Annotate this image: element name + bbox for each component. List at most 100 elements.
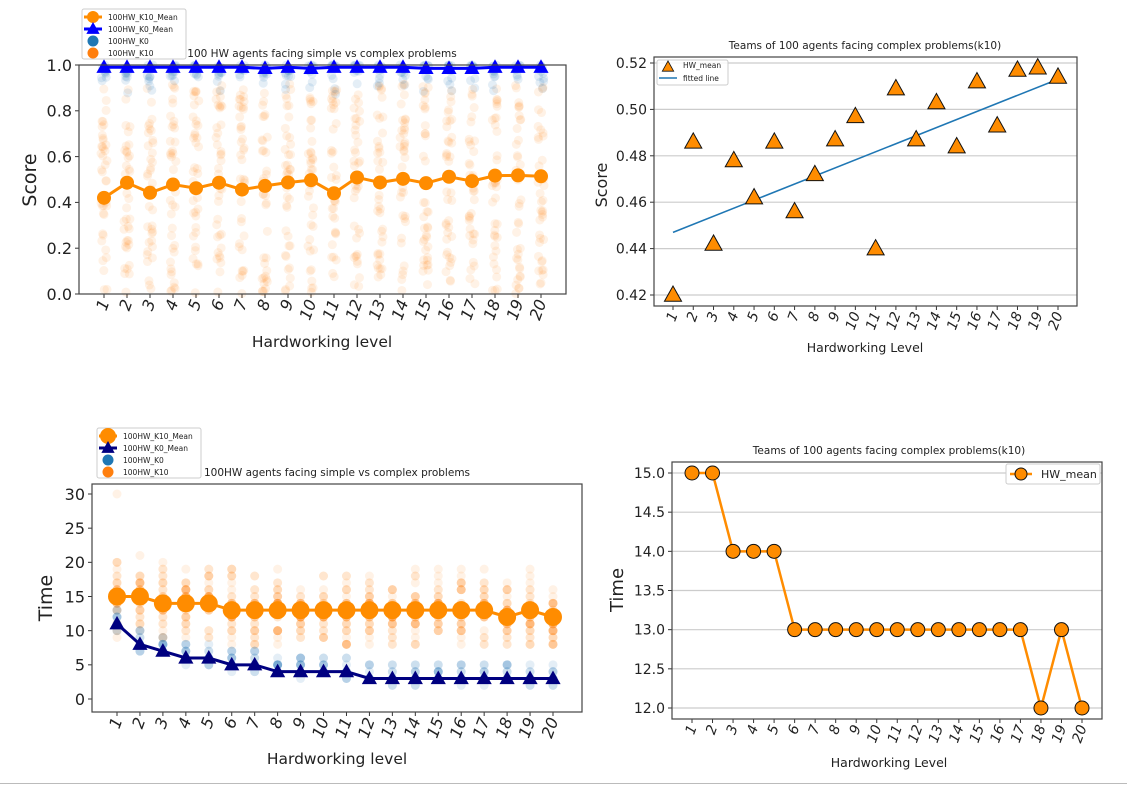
scatter-point-100HW_K10 bbox=[191, 242, 201, 252]
scatter-point-100HW_K10 bbox=[145, 124, 155, 134]
scatter-point-100HW_K10 bbox=[423, 265, 433, 275]
scatter-point-100HW_K0 bbox=[364, 660, 374, 670]
marker-100HW_K10_Mean bbox=[281, 175, 295, 190]
scatter-point-100HW_K10 bbox=[489, 259, 499, 269]
scatter-point-100HW_K10 bbox=[548, 633, 558, 642]
scatter-point-100HW_K10 bbox=[548, 633, 558, 642]
scatter-point-100HW_K10 bbox=[296, 633, 306, 642]
scatter-point-100HW_K10 bbox=[525, 619, 535, 629]
chart-panel-1: 0.00.20.40.60.81.01 2 3 4 5 6 7 8 91011121314151… bbox=[19, 8, 567, 351]
scatter-point-100HW_K10 bbox=[444, 105, 454, 115]
marker-HW_mean bbox=[663, 284, 683, 302]
scatter-point-100HW_K10 bbox=[181, 585, 191, 595]
scatter-point-100HW_K10 bbox=[319, 619, 329, 629]
scatter-point-100HW_K10 bbox=[260, 271, 270, 281]
scatter-point-100HW_K0 bbox=[281, 84, 291, 94]
scatter-point-100HW_K10 bbox=[512, 227, 522, 237]
scatter-point-100HW_K10 bbox=[419, 197, 429, 207]
marker-100HW_K10_Mean bbox=[130, 587, 149, 606]
x-tick-label: 1 bbox=[92, 297, 113, 313]
marker-HW_mean bbox=[1053, 622, 1069, 638]
x-tick-label: 7 bbox=[230, 296, 252, 313]
scatter-point-100HW_K10 bbox=[443, 195, 453, 205]
scatter-point-100HW_K0 bbox=[165, 71, 175, 81]
scatter-point-100HW_K10 bbox=[192, 164, 202, 174]
scatter-point-100HW_K10 bbox=[479, 585, 489, 595]
scatter-point-100HW_K10 bbox=[135, 626, 145, 636]
scatter-point-100HW_K10 bbox=[169, 120, 179, 130]
scatter-point-100HW_K10 bbox=[99, 84, 109, 94]
x-axis-label: Hardworking level bbox=[252, 333, 392, 351]
scatter-point-100HW_K10 bbox=[502, 598, 512, 608]
scatter-point-100HW_K10 bbox=[410, 592, 420, 601]
marker-HW_mean bbox=[828, 622, 844, 638]
scatter-point-100HW_K10 bbox=[511, 81, 521, 91]
scatter-point-100HW_K10 bbox=[350, 145, 360, 155]
scatter-point-100HW_K10 bbox=[306, 96, 316, 106]
y-axis-label: Time bbox=[35, 575, 57, 623]
scatter-point-100HW_K10 bbox=[306, 158, 316, 168]
scatter-point-100HW_K10 bbox=[170, 240, 180, 250]
y-tick-label: 5 bbox=[75, 656, 85, 675]
marker-100HW_K10_Mean bbox=[383, 601, 402, 620]
scatter-point-100HW_K10 bbox=[296, 592, 306, 601]
scatter-point-100HW_K10 bbox=[319, 592, 329, 601]
scatter-point-100HW_K10 bbox=[215, 103, 225, 113]
marker-100HW_K0_Mean bbox=[119, 59, 135, 73]
scatter-point-100HW_K0 bbox=[433, 660, 443, 670]
scatter-point-100HW_K10 bbox=[250, 585, 260, 595]
scatter-point-100HW_K10 bbox=[326, 103, 336, 113]
scatter-point-100HW_K10 bbox=[378, 224, 388, 234]
scatter-point-100HW_K10 bbox=[351, 120, 361, 130]
scatter-point-100HW_K10 bbox=[237, 245, 247, 255]
scatter-point-100HW_K10 bbox=[420, 156, 430, 166]
marker-100HW_K0_Mean bbox=[165, 59, 181, 73]
x-tick-label: 2 bbox=[128, 715, 149, 731]
scatter-point-100HW_K0 bbox=[193, 72, 203, 82]
scatter-point-100HW_K10 bbox=[250, 626, 260, 636]
x-tick-label: 14 bbox=[400, 715, 425, 741]
scatter-point-100HW_K10 bbox=[273, 626, 283, 636]
scatter-point-100HW_K10 bbox=[235, 94, 245, 104]
scatter-point-100HW_K10 bbox=[308, 165, 318, 175]
scatter-point-100HW_K10 bbox=[456, 585, 466, 595]
scatter-point-100HW_K10 bbox=[539, 181, 549, 191]
scatter-point-100HW_K10 bbox=[191, 207, 201, 217]
scatter-point-100HW_K10 bbox=[349, 103, 359, 113]
legend-label: 100HW_K0 bbox=[108, 37, 149, 46]
marker-100HW_K0_Mean bbox=[109, 615, 125, 630]
scatter-point-100HW_K10 bbox=[373, 249, 383, 259]
scatter-point-100HW_K10 bbox=[535, 230, 545, 240]
scatter-point-100HW_K10 bbox=[341, 619, 351, 629]
scatter-point-100HW_K10 bbox=[513, 255, 523, 265]
scatter-point-100HW_K10 bbox=[433, 619, 443, 629]
scatter-point-100HW_K10 bbox=[204, 564, 214, 574]
scatter-point-100HW_K10 bbox=[341, 585, 351, 595]
scatter-point-100HW_K10 bbox=[308, 210, 318, 220]
scatter-point-100HW_K0 bbox=[296, 653, 306, 663]
scatter-point-100HW_K10 bbox=[119, 216, 129, 226]
scatter-point-100HW_K10 bbox=[258, 112, 268, 122]
scatter-point-100HW_K10 bbox=[147, 228, 157, 238]
y-axis-label: Score bbox=[592, 163, 611, 208]
marker-100HW_K0_Mean bbox=[418, 60, 434, 75]
scatter-point-100HW_K10 bbox=[148, 135, 158, 145]
scatter-point-100HW_K10 bbox=[488, 252, 498, 262]
scatter-point-100HW_K10 bbox=[514, 101, 524, 111]
scatter-point-100HW_K10 bbox=[282, 94, 292, 104]
legend-label: 100HW_K10 bbox=[123, 468, 169, 477]
scatter-point-100HW_K10 bbox=[212, 123, 222, 133]
scatter-point-100HW_K10 bbox=[397, 125, 407, 135]
scatter-point-100HW_K10 bbox=[170, 83, 180, 93]
scatter-point-100HW_K10 bbox=[120, 269, 130, 279]
x-tick-label: 17 bbox=[457, 296, 482, 322]
y-tick-label: 25 bbox=[65, 519, 85, 538]
chart-title: Teams of 100 agents facing complex probl… bbox=[728, 40, 1001, 52]
scatter-point-100HW_K10 bbox=[259, 253, 269, 263]
scatter-point-100HW_K10 bbox=[273, 578, 283, 588]
scatter-point-100HW_K10 bbox=[351, 251, 361, 261]
scatter-point-100HW_K10 bbox=[489, 230, 499, 240]
scatter-point-100HW_K10 bbox=[513, 275, 523, 285]
scatter-point-100HW_K10 bbox=[515, 262, 525, 272]
scatter-point-100HW_K10 bbox=[418, 82, 428, 92]
